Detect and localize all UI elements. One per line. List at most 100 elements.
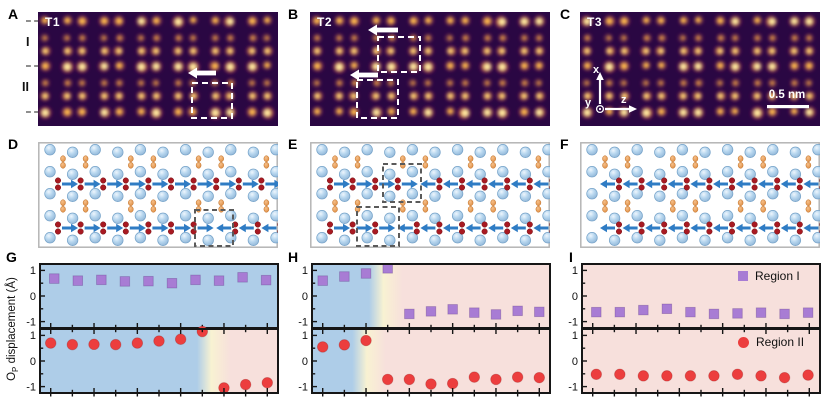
data-point-square — [469, 307, 480, 318]
polarization-arrow — [690, 223, 706, 233]
displacement-chart-g: OP displacement (Å) 1 0 -1 1 0 -1 — [6, 256, 280, 406]
polarization-arrow — [220, 179, 237, 189]
legend-region-2-text: Region II — [756, 335, 805, 349]
y-tick-label: 0 — [30, 356, 36, 368]
polarization-arrow — [397, 223, 413, 233]
data-point-circle — [153, 335, 165, 347]
data-point-square — [708, 308, 720, 320]
domain-wall-box — [356, 206, 400, 247]
polarization-arrow — [533, 179, 549, 189]
scatter-plot-graphic: 1 0 -1 1 0 -1 — [568, 263, 821, 397]
data-point-circle — [661, 370, 673, 382]
shift-arrow — [368, 24, 398, 36]
stem-lattice-graphic — [580, 12, 820, 126]
polarization-arrow — [261, 223, 277, 233]
polarization-arrow — [510, 223, 526, 233]
data-point-circle — [88, 338, 100, 351]
stem-micrograph-t2: T2 — [310, 12, 550, 126]
polarization-arrow — [379, 223, 396, 233]
polarization-arrow — [488, 223, 504, 233]
polarization-arrow — [465, 223, 481, 233]
unit-cell-box — [377, 36, 421, 73]
stem-micrograph-t3: T3 x y z 0.5 nm — [580, 12, 820, 126]
polarization-arrow — [488, 179, 504, 189]
data-point-square — [317, 275, 328, 286]
y-tick-label: 0 — [302, 291, 308, 303]
micrograph-tag-t2: T2 — [317, 15, 333, 29]
polarization-arrow — [401, 179, 418, 189]
micrograph-tag-t3: T3 — [587, 15, 603, 29]
data-point-square — [213, 275, 225, 286]
data-point-circle — [468, 371, 481, 383]
polarization-arrow — [443, 223, 458, 233]
polarization-arrow — [129, 223, 146, 233]
data-point-circle — [708, 370, 720, 382]
data-point-circle — [338, 339, 351, 351]
shift-arrow — [350, 69, 378, 81]
polarization-arrow — [667, 179, 683, 189]
row-boundary-dash — [26, 111, 39, 113]
panel-label-i: I — [569, 249, 573, 265]
y-tick-label: 0 — [572, 356, 578, 368]
data-point-square — [802, 307, 814, 318]
data-point-square — [237, 272, 248, 283]
data-point-square — [614, 306, 626, 318]
polarization-arrow — [600, 223, 615, 233]
y-tick-label: -1 — [26, 316, 36, 328]
polarization-arrow — [713, 223, 728, 233]
atomic-structure-graphic — [38, 142, 278, 248]
polarization-arrow — [334, 223, 350, 233]
polarization-arrow — [197, 223, 214, 233]
data-point-circle — [490, 373, 502, 386]
data-point-square — [490, 309, 502, 320]
polarization-arrow — [758, 179, 774, 189]
scalebar — [767, 105, 809, 109]
displacement-chart-h: 1 0 -1 1 0 -1 — [292, 256, 552, 406]
axis-y-label: y — [585, 97, 592, 109]
polarization-arrow — [690, 179, 706, 189]
data-point-circle — [66, 338, 79, 351]
data-point-circle — [614, 368, 626, 381]
data-point-circle — [731, 368, 744, 381]
polarization-arrow — [735, 179, 751, 189]
scalebar-label: 0.5 nm — [768, 89, 806, 101]
polarization-arrow — [622, 223, 638, 233]
unit-cell-box — [356, 79, 399, 119]
polarization-arrow — [152, 179, 169, 189]
stem-micrograph-t1: T1 — [38, 12, 278, 126]
y-tick-label: 1 — [572, 265, 578, 277]
polarization-arrow — [197, 179, 214, 189]
y-axis-label: OP displacement (Å) — [5, 277, 21, 381]
polarization-arrow — [443, 179, 458, 189]
atomic-structure-graphic — [310, 142, 550, 248]
polarization-arrow — [645, 223, 661, 233]
data-point-circle — [446, 377, 459, 390]
y-tick-label: -1 — [298, 316, 308, 328]
polarization-arrow — [334, 179, 350, 189]
micrograph-tag-t1: T1 — [45, 15, 61, 29]
data-point-square — [96, 274, 107, 286]
data-point-square — [190, 274, 201, 286]
data-point-circle — [425, 378, 437, 390]
data-point-circle — [109, 338, 122, 351]
polarization-arrow — [379, 179, 396, 189]
axis-x-label: x — [593, 64, 600, 76]
polarization-arrow — [622, 179, 638, 189]
polarization-arrow — [107, 223, 124, 233]
y-tick-label: 1 — [302, 265, 308, 277]
polarization-arrow — [84, 179, 101, 189]
panel-label-h: H — [288, 249, 299, 265]
y-tick-label: -1 — [26, 381, 36, 393]
polarization-arrow — [420, 223, 436, 233]
data-point-square — [166, 277, 178, 289]
unit-cell-box — [191, 82, 233, 119]
legend-square-marker — [738, 271, 748, 281]
domain-wall-box — [194, 209, 234, 247]
legend-region-1: Region I — [738, 269, 800, 283]
panel-label-e: E — [288, 136, 298, 152]
y-tick-label: 0 — [572, 291, 578, 303]
polarization-arrow — [242, 179, 259, 189]
data-point-square — [534, 306, 545, 318]
polarization-arrow — [356, 179, 373, 189]
data-point-circle — [637, 370, 650, 382]
